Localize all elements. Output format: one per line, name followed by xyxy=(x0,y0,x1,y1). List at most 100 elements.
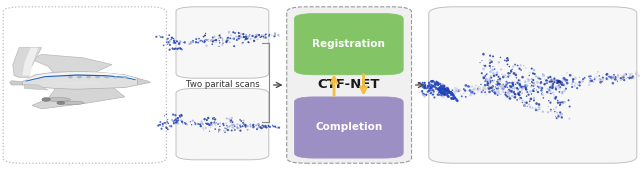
Point xyxy=(252,33,262,36)
Point xyxy=(261,126,271,129)
Point xyxy=(168,47,178,50)
Point xyxy=(202,119,212,121)
Point xyxy=(433,87,444,90)
Point xyxy=(440,85,450,88)
Point xyxy=(443,89,453,92)
Point xyxy=(236,125,246,128)
Point xyxy=(554,91,564,93)
Point xyxy=(170,114,180,117)
Point xyxy=(501,83,511,86)
Point xyxy=(506,86,516,88)
Point xyxy=(486,87,497,89)
Point xyxy=(554,79,564,82)
Point xyxy=(431,87,442,90)
Point xyxy=(438,90,449,92)
Point xyxy=(546,80,556,83)
Point xyxy=(449,98,459,100)
Point xyxy=(478,89,488,92)
Point xyxy=(261,33,271,36)
Point xyxy=(513,64,523,67)
Point xyxy=(436,91,446,94)
Point xyxy=(621,73,631,76)
Point xyxy=(438,87,449,90)
Ellipse shape xyxy=(57,101,65,105)
Point xyxy=(260,125,271,127)
Point xyxy=(431,88,442,90)
Point xyxy=(608,82,618,85)
Point xyxy=(513,88,523,91)
Point xyxy=(438,92,449,95)
Point xyxy=(269,33,280,36)
Point xyxy=(575,76,585,79)
Point xyxy=(548,91,558,94)
Point xyxy=(484,88,495,90)
Point xyxy=(551,88,561,91)
Point xyxy=(225,37,236,40)
Text: Registration: Registration xyxy=(312,39,385,49)
Point xyxy=(224,30,234,33)
Point xyxy=(498,89,508,91)
Point xyxy=(162,121,172,124)
Point xyxy=(517,76,527,79)
Point xyxy=(197,122,207,125)
Point xyxy=(250,36,260,39)
Point xyxy=(436,88,446,90)
Point xyxy=(219,124,229,127)
Point xyxy=(168,41,179,44)
Point xyxy=(229,45,239,47)
Point xyxy=(431,80,442,83)
Point xyxy=(204,38,214,41)
Point xyxy=(444,95,454,98)
Point xyxy=(229,123,239,126)
Point xyxy=(228,31,238,34)
Point xyxy=(568,78,579,81)
Point xyxy=(521,86,531,89)
Point xyxy=(467,92,477,95)
Point xyxy=(436,91,446,93)
Point xyxy=(628,76,639,79)
Point xyxy=(492,71,502,74)
Point xyxy=(547,87,557,89)
Point xyxy=(556,81,566,84)
Point xyxy=(616,79,626,81)
Point xyxy=(172,48,182,50)
Point xyxy=(481,78,491,81)
Point xyxy=(492,89,502,92)
Point xyxy=(258,34,268,37)
Point xyxy=(465,94,476,96)
Point xyxy=(440,88,451,90)
Point xyxy=(494,90,504,93)
Point xyxy=(438,88,449,90)
Point xyxy=(434,88,444,91)
Point xyxy=(521,88,531,91)
Point xyxy=(555,101,565,104)
Point xyxy=(542,79,552,82)
FancyBboxPatch shape xyxy=(287,7,412,163)
Point xyxy=(163,122,173,125)
Point xyxy=(545,80,555,83)
Point xyxy=(616,77,626,80)
Point xyxy=(426,92,436,94)
Point xyxy=(602,73,612,75)
Point xyxy=(211,121,221,124)
Point xyxy=(516,86,527,89)
Point xyxy=(154,35,164,37)
Point xyxy=(463,85,474,88)
Point xyxy=(593,72,603,75)
Point xyxy=(248,123,259,126)
Point xyxy=(435,89,445,91)
Point xyxy=(513,81,523,84)
Point xyxy=(429,81,440,83)
Point xyxy=(555,103,565,106)
Point xyxy=(493,78,503,81)
Point xyxy=(210,122,220,125)
Point xyxy=(478,75,488,78)
Point xyxy=(601,77,611,79)
Point xyxy=(546,92,556,95)
Point xyxy=(559,101,570,103)
Point xyxy=(241,124,251,126)
Point xyxy=(532,91,543,94)
Point xyxy=(164,125,175,128)
Point xyxy=(547,78,557,81)
Point xyxy=(522,85,532,88)
